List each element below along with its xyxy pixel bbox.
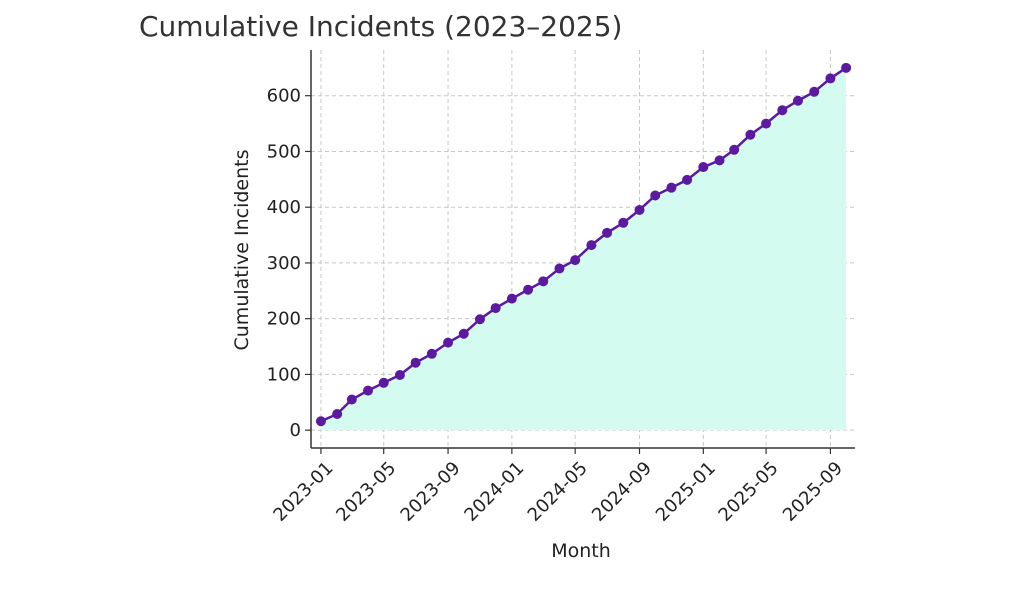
y-axis-label: Cumulative Incidents [231,150,253,351]
data-point [777,105,788,116]
data-point [554,263,565,274]
data-point [825,73,836,84]
y-tick-label: 0 [290,420,301,441]
x-tick-label: 2025-09 [779,458,847,526]
x-tick-label: 2023-09 [397,458,465,526]
data-point [363,385,374,396]
area-fill [320,67,847,431]
data-point [458,328,469,339]
data-point [394,369,405,380]
x-tick-label: 2024-09 [588,458,656,526]
data-point [809,86,820,97]
y-tick-label: 600 [267,86,301,107]
y-tick-label: 500 [267,141,301,162]
data-point [426,348,437,359]
data-point [792,95,803,106]
data-markers [315,62,852,427]
data-point [538,276,549,287]
data-point [443,337,454,348]
data-point [634,204,645,215]
data-point [761,118,772,129]
data-point [682,174,693,185]
data-point [745,129,756,140]
data-point [714,155,725,166]
data-point [474,314,485,325]
data-point [490,303,501,314]
data-point [315,416,326,427]
data-point [378,377,389,388]
data-point [523,284,534,295]
x-tick-label: 2023-05 [332,458,400,526]
data-point [841,62,852,73]
x-tick-label: 2024-01 [460,458,528,526]
data-point [618,217,629,228]
data-point [410,357,421,368]
x-tick-label: 2025-01 [652,458,720,526]
data-point [586,240,597,251]
y-ticks: 0 100 200 300 400 500 600 [267,86,311,441]
data-point [602,227,613,238]
x-ticks: 2023-012023-052023-092024-012024-052024-… [269,448,847,526]
data-point [570,255,581,266]
x-axis-label: Month [551,540,611,562]
y-tick-label: 200 [267,309,301,330]
data-point [666,182,677,193]
data-point [506,293,517,304]
chart-title: Cumulative Incidents (2023–2025) [139,10,623,43]
series-line [320,66,847,423]
data-point [729,144,740,155]
y-tick-label: 400 [267,197,301,218]
x-tick-label: 2024-05 [524,458,592,526]
data-point [346,394,357,405]
y-tick-label: 300 [267,253,301,274]
data-point [650,190,661,201]
y-tick-label: 100 [267,364,301,385]
x-tick-label: 2025-05 [715,458,783,526]
data-point [698,162,709,173]
x-tick-label: 2023-01 [269,458,337,526]
data-point [332,408,343,419]
